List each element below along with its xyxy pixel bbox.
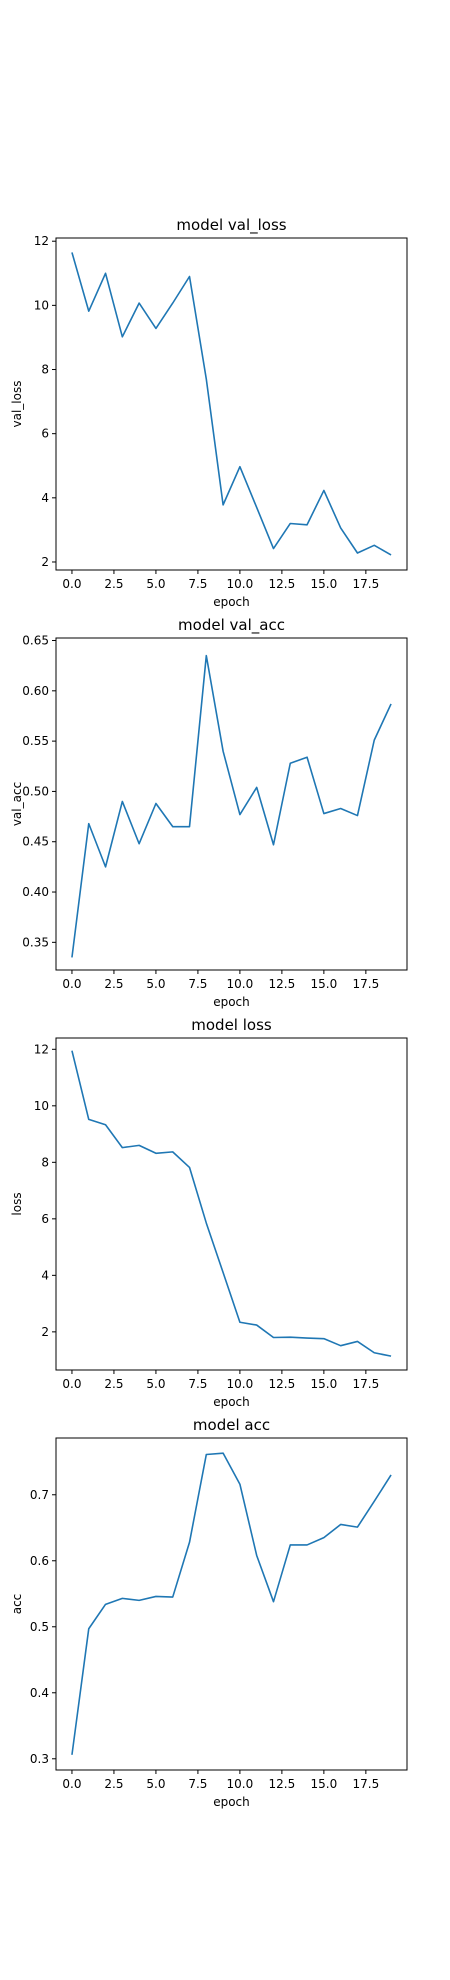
y-axis-label: loss — [10, 1192, 24, 1215]
x-axis-label: epoch — [213, 995, 250, 1009]
y-tick-label: 0.50 — [22, 784, 49, 798]
plot-frame — [55, 1037, 408, 1371]
x-tick-label: 0.0 — [62, 1777, 81, 1791]
y-axis-label: val_loss — [10, 381, 24, 428]
y-tick-label: 0.7 — [30, 1488, 49, 1502]
y-axis-label: acc — [10, 1594, 24, 1615]
y-tick-label: 0.40 — [22, 885, 49, 899]
y-tick-label: 0.3 — [30, 1752, 49, 1766]
y-axis-label: val_acc — [10, 782, 24, 826]
x-tick-label: 17.5 — [352, 1377, 379, 1391]
y-tick-label: 4 — [41, 1268, 49, 1282]
y-tick-label: 8 — [41, 363, 49, 377]
x-tick-label: 7.5 — [188, 577, 207, 591]
x-tick-label: 15.0 — [311, 577, 338, 591]
chart-title: model val_acc — [178, 616, 285, 635]
x-tick-label: 5.0 — [146, 1777, 165, 1791]
x-tick-label: 5.0 — [146, 977, 165, 991]
y-tick-label: 2 — [41, 1325, 49, 1339]
y-tick-label: 2 — [41, 555, 49, 569]
y-tick-label: 0.35 — [22, 935, 49, 949]
x-axis-label: epoch — [213, 1795, 250, 1809]
y-tick-label: 10 — [34, 1099, 49, 1113]
x-tick-label: 2.5 — [104, 1377, 123, 1391]
plot-frame — [55, 637, 408, 971]
x-tick-label: 15.0 — [311, 1777, 338, 1791]
x-tick-label: 0.0 — [62, 1377, 81, 1391]
y-tick-label: 0.4 — [30, 1686, 49, 1700]
x-tick-label: 7.5 — [188, 977, 207, 991]
x-tick-label: 7.5 — [188, 1377, 207, 1391]
series-line — [71, 654, 392, 958]
x-tick-label: 2.5 — [104, 1777, 123, 1791]
y-tick-label: 12 — [34, 1042, 49, 1056]
y-tick-label: 10 — [34, 298, 49, 312]
y-tick-label: 8 — [41, 1155, 49, 1169]
y-tick-label: 4 — [41, 491, 49, 505]
y-tick-label: 0.60 — [22, 684, 49, 698]
x-tick-label: 7.5 — [188, 1777, 207, 1791]
x-tick-label: 12.5 — [269, 977, 296, 991]
x-tick-label: 12.5 — [269, 1377, 296, 1391]
y-tick-label: 0.6 — [30, 1554, 49, 1568]
x-tick-label: 12.5 — [269, 1777, 296, 1791]
x-tick-label: 5.0 — [146, 577, 165, 591]
y-tick-label: 0.45 — [22, 835, 49, 849]
y-tick-label: 0.55 — [22, 734, 49, 748]
plot-frame — [55, 1437, 408, 1771]
series-line — [71, 1452, 392, 1755]
x-tick-label: 12.5 — [269, 577, 296, 591]
x-tick-label: 10.0 — [227, 1377, 254, 1391]
plot-frame — [55, 237, 408, 571]
x-tick-label: 17.5 — [352, 577, 379, 591]
chart-title: model loss — [191, 1016, 272, 1034]
series-line — [71, 1050, 392, 1357]
y-tick-label: 6 — [41, 427, 49, 441]
chart-title: model acc — [193, 1416, 270, 1434]
x-tick-label: 10.0 — [227, 1777, 254, 1791]
y-tick-label: 0.65 — [22, 634, 49, 648]
chart-title: model val_loss — [176, 216, 286, 235]
x-tick-label: 17.5 — [352, 1777, 379, 1791]
x-tick-label: 0.0 — [62, 577, 81, 591]
x-axis-label: epoch — [213, 595, 250, 609]
x-tick-label: 5.0 — [146, 1377, 165, 1391]
x-tick-label: 10.0 — [227, 977, 254, 991]
x-tick-label: 2.5 — [104, 977, 123, 991]
x-tick-label: 15.0 — [311, 1377, 338, 1391]
y-tick-label: 12 — [34, 234, 49, 248]
y-tick-label: 0.5 — [30, 1620, 49, 1634]
x-tick-label: 17.5 — [352, 977, 379, 991]
series-line — [71, 252, 392, 556]
y-tick-label: 6 — [41, 1212, 49, 1226]
x-tick-label: 15.0 — [311, 977, 338, 991]
x-tick-label: 2.5 — [104, 577, 123, 591]
x-axis-label: epoch — [213, 1395, 250, 1409]
x-tick-label: 0.0 — [62, 977, 81, 991]
x-tick-label: 10.0 — [227, 577, 254, 591]
